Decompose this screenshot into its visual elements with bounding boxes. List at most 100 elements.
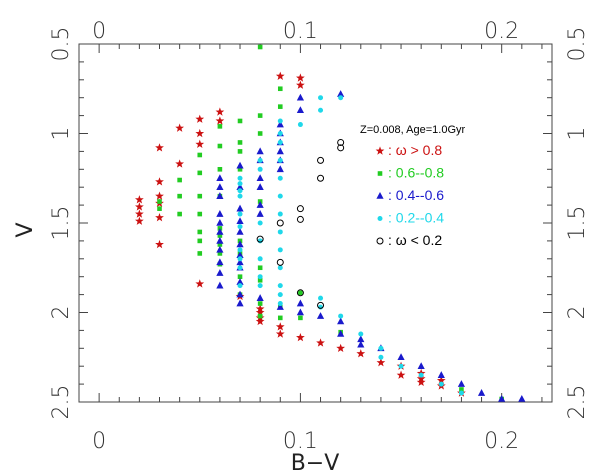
series-triangle xyxy=(216,90,526,402)
y-tick-label-right: 1 xyxy=(565,127,590,141)
data-point xyxy=(338,95,344,101)
data-point xyxy=(257,220,263,226)
data-point xyxy=(417,362,425,369)
data-point xyxy=(277,315,283,321)
x-tick-label-top: 0 xyxy=(92,19,106,44)
data-point xyxy=(255,307,265,317)
plot-frame xyxy=(78,43,553,403)
data-point xyxy=(197,193,203,199)
data-point xyxy=(277,265,283,271)
data-point xyxy=(217,242,223,247)
data-point xyxy=(257,301,263,306)
data-point xyxy=(135,195,144,204)
y-tick-label-left: 2 xyxy=(49,306,74,320)
data-point xyxy=(316,312,325,319)
data-point xyxy=(438,381,444,387)
y-tick-label-right: 2 xyxy=(565,306,590,320)
data-point xyxy=(237,283,243,289)
data-point xyxy=(217,251,223,256)
y-tick-label-right: 2.5 xyxy=(565,385,590,420)
data-point xyxy=(296,106,305,114)
data-point xyxy=(257,44,263,50)
data-point xyxy=(277,247,283,253)
data-point xyxy=(376,358,386,367)
data-point xyxy=(157,206,162,211)
data-point xyxy=(277,131,283,136)
data-point xyxy=(215,107,225,116)
data-point xyxy=(396,370,406,379)
data-point xyxy=(276,303,284,310)
data-point xyxy=(277,229,283,235)
y-tick-label-left: 1.5 xyxy=(49,206,74,241)
data-point xyxy=(237,175,243,181)
x-tick-label-top: 0.2 xyxy=(484,19,519,44)
data-point xyxy=(318,95,324,101)
data-point xyxy=(358,331,364,337)
data-point xyxy=(437,371,445,378)
y-tick-label-right: 0.5 xyxy=(565,27,590,62)
data-point xyxy=(155,239,164,249)
data-point xyxy=(298,290,303,296)
data-point xyxy=(237,118,243,124)
data-point xyxy=(296,332,305,342)
data-point xyxy=(237,193,243,199)
data-point xyxy=(256,183,264,190)
data-point xyxy=(195,139,205,148)
data-point xyxy=(276,219,284,227)
data-point xyxy=(216,258,224,266)
data-point xyxy=(275,322,285,331)
data-point xyxy=(216,269,224,276)
data-point xyxy=(296,205,304,213)
data-point xyxy=(256,235,264,243)
data-point xyxy=(336,343,346,353)
data-point xyxy=(155,191,164,200)
data-point xyxy=(317,156,325,164)
data-point xyxy=(257,157,263,163)
data-point xyxy=(275,329,285,338)
legend-marker xyxy=(377,171,383,176)
data-point xyxy=(257,274,263,280)
data-point xyxy=(236,240,244,248)
data-point xyxy=(216,236,224,244)
data-point xyxy=(256,201,264,208)
data-point xyxy=(155,177,164,186)
data-point xyxy=(418,372,424,378)
legend-label: : 0.6--0.8 xyxy=(388,165,444,181)
data-point xyxy=(236,183,244,190)
series-circle xyxy=(237,95,464,396)
data-point xyxy=(177,211,182,217)
data-point xyxy=(216,219,224,226)
data-point xyxy=(216,227,224,235)
data-point xyxy=(257,256,263,262)
data-point xyxy=(216,174,224,182)
data-point xyxy=(357,335,365,343)
data-point xyxy=(277,283,283,289)
data-point xyxy=(276,258,284,266)
data-point xyxy=(257,265,263,271)
data-point xyxy=(175,159,185,168)
data-point xyxy=(337,144,345,152)
data-point xyxy=(498,395,506,402)
data-point xyxy=(216,192,224,199)
data-point xyxy=(317,174,325,182)
y-axis-title: V xyxy=(13,222,38,237)
data-point xyxy=(256,294,264,301)
data-point xyxy=(277,175,283,181)
data-point xyxy=(296,289,304,297)
data-point xyxy=(236,278,244,285)
axis-ticks xyxy=(79,43,552,403)
x-tick-label-bottom: 0 xyxy=(92,429,106,454)
legend-marker xyxy=(376,192,384,199)
data-point xyxy=(177,193,182,199)
data-point xyxy=(457,380,466,387)
data-points xyxy=(135,44,526,402)
data-point xyxy=(275,71,285,80)
x-tick-label-bottom: 0.1 xyxy=(283,429,318,454)
data-point xyxy=(277,86,283,92)
data-point xyxy=(317,301,325,309)
data-point xyxy=(155,213,164,222)
data-point xyxy=(255,316,265,326)
data-point xyxy=(397,353,405,361)
data-point xyxy=(296,299,305,307)
series-square xyxy=(157,44,504,402)
